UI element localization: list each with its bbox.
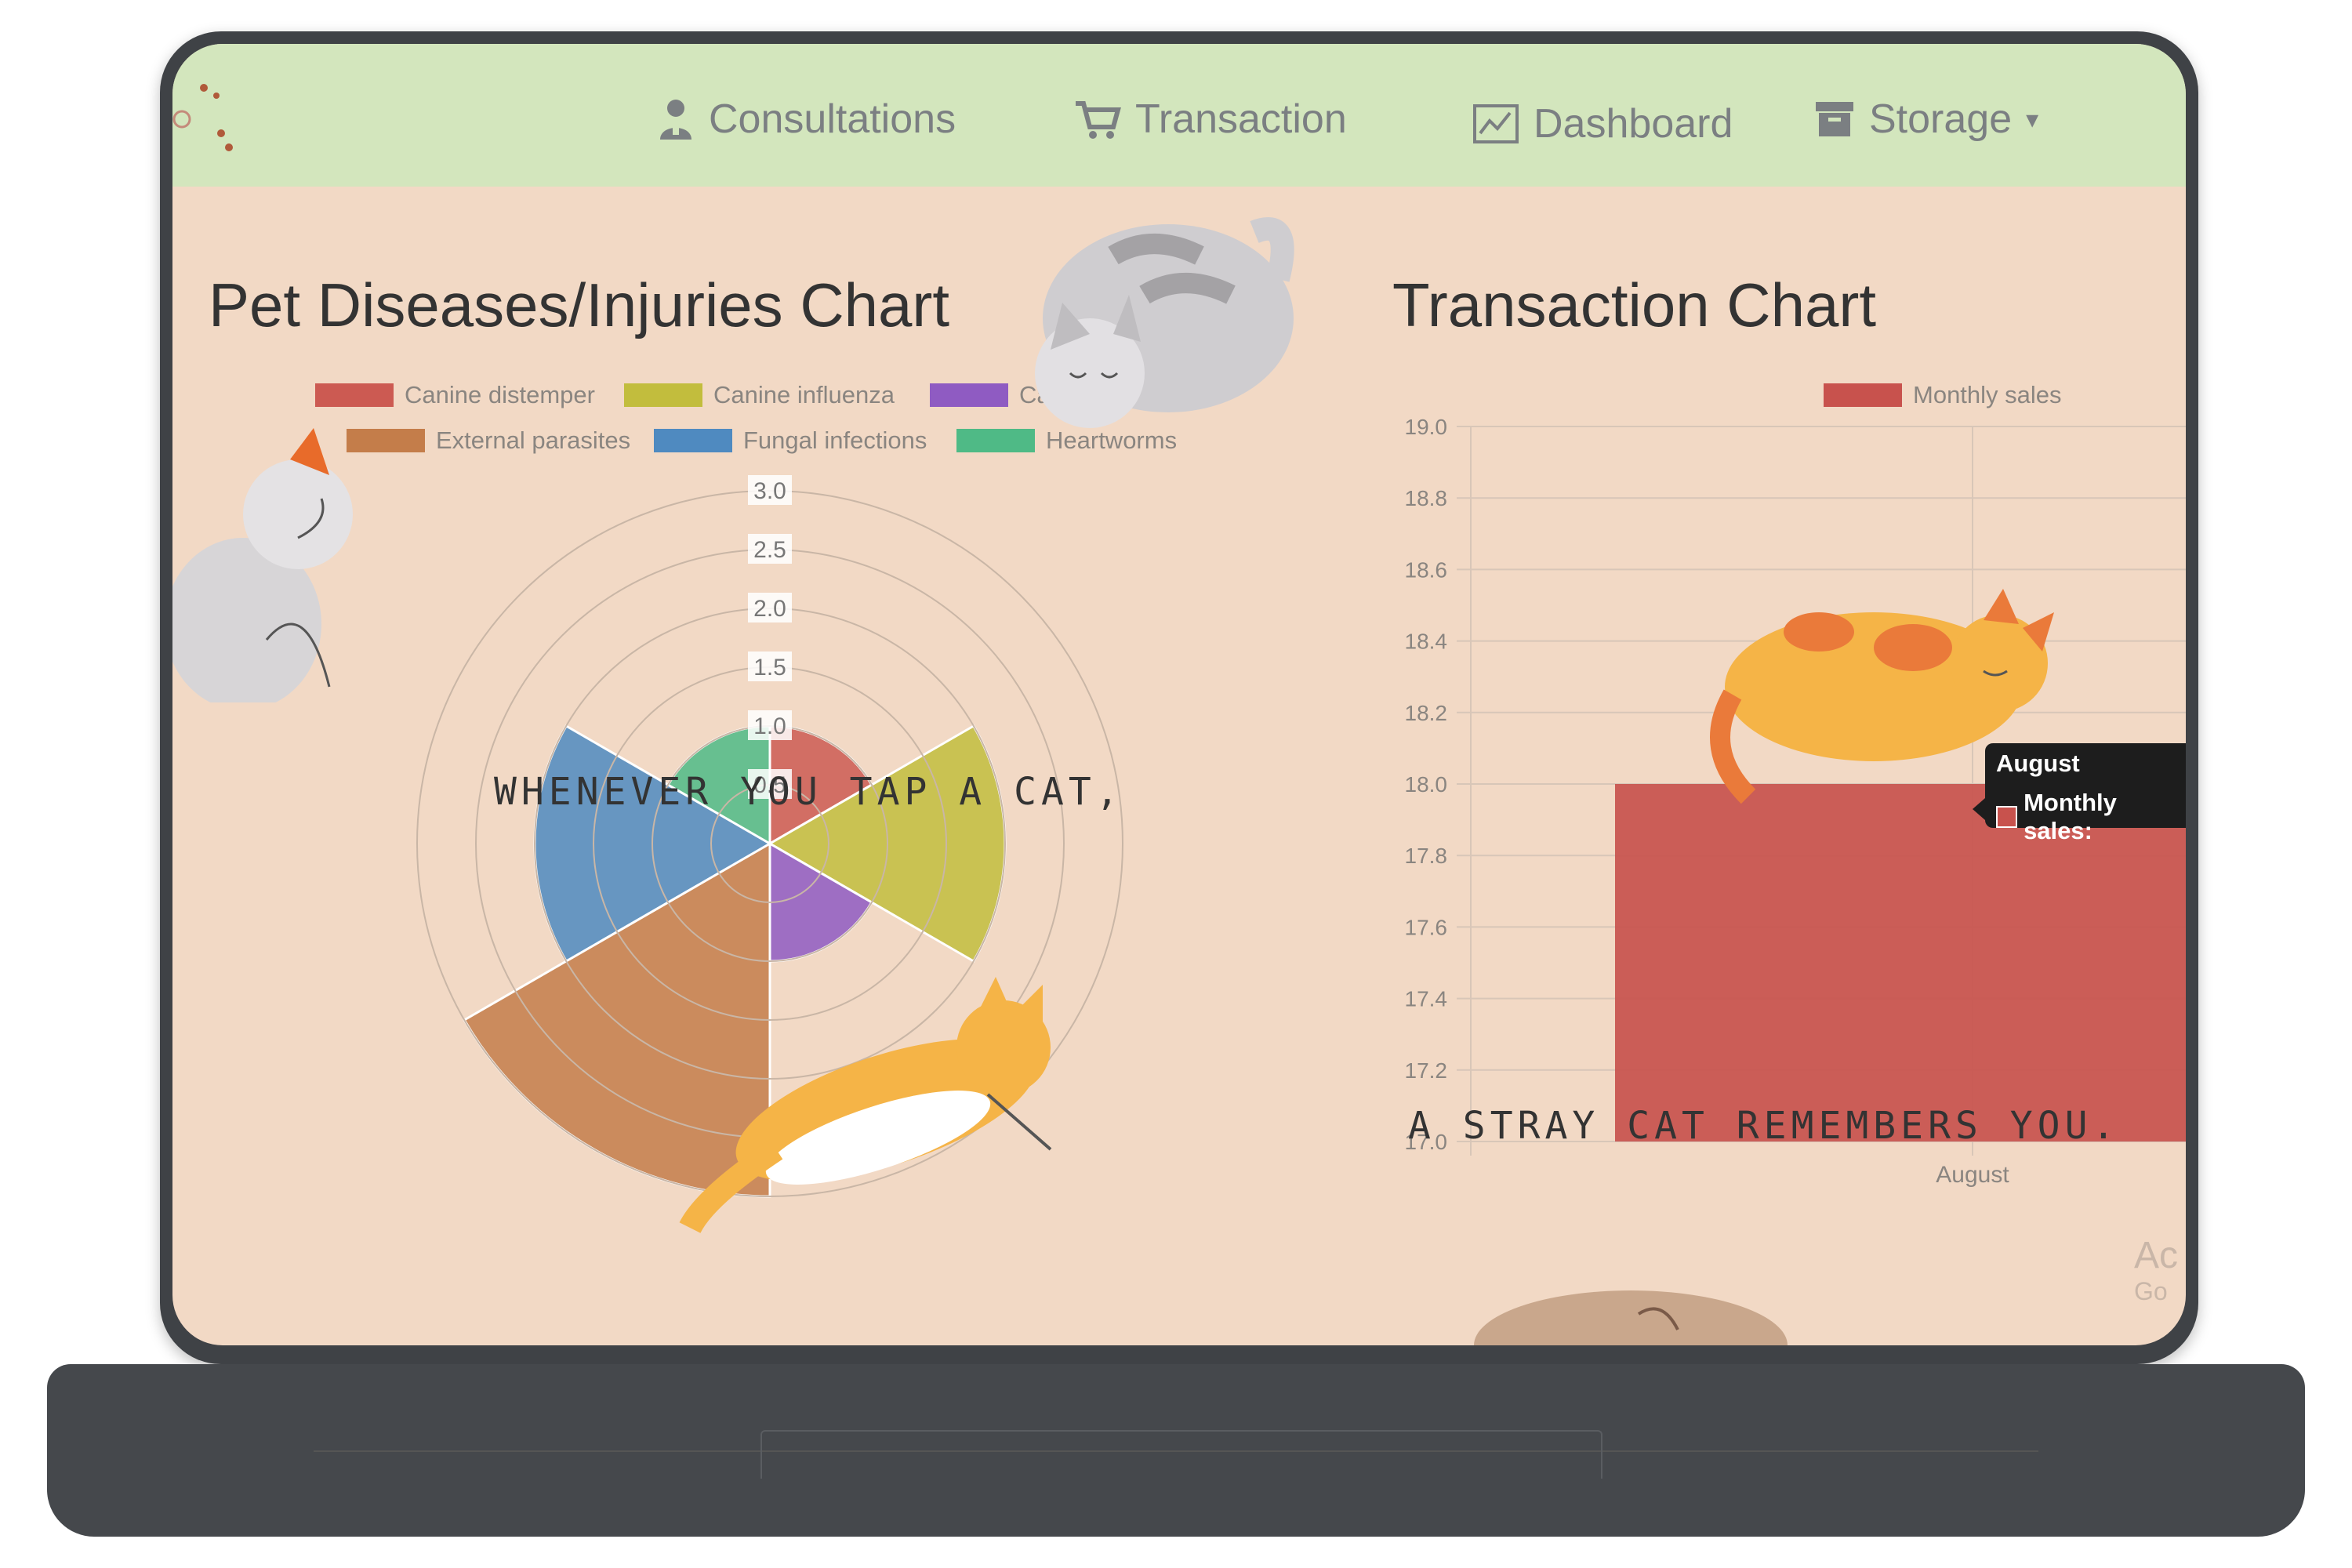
transaction-chart-title: Transaction Chart <box>1392 270 1877 339</box>
polar-tick-label-bg <box>748 710 792 740</box>
polar-tick-label: 3.0 <box>753 478 786 504</box>
watermark-line1: Ac <box>2133 1235 2178 1276</box>
bar-y-tick-label: 18.6 <box>1405 557 1448 582</box>
bar-y-tick-label: 17.0 <box>1405 1130 1448 1154</box>
polar-tick-label: 0.5 <box>753 772 786 798</box>
nav-consultations-label: Consultations <box>709 96 956 142</box>
bar-legend-swatch <box>1824 383 1902 407</box>
polar-tick-label-bg <box>748 593 792 622</box>
polar-legend-label: Fungal infections <box>743 426 927 454</box>
nav-dashboard[interactable]: Dashboard <box>1472 100 1733 147</box>
bar-y-tick-label: 19.0 <box>1405 415 1448 439</box>
nav-transaction-label: Transaction <box>1135 96 1347 142</box>
polar-tick-label: 2.5 <box>753 537 786 563</box>
nav-storage[interactable]: Storage ▾ <box>1814 96 2038 143</box>
watermark-line2: Go <box>2133 1277 2168 1305</box>
user-doctor-icon <box>660 100 691 140</box>
sleeping-orange-cat-illustration <box>1710 589 2054 804</box>
polar-tick-label-bg <box>748 475 792 505</box>
bar-y-tick-label: 18.4 <box>1405 630 1448 654</box>
polar-legend-swatch <box>654 429 732 452</box>
bar-y-tick-label: 17.4 <box>1405 987 1448 1011</box>
keyboard <box>314 1372 2038 1452</box>
polar-tick-label: 1.0 <box>753 713 786 739</box>
left-overlay-quote: WHENEVER YOU TAP A CAT, <box>494 770 1123 814</box>
pet-diseases-chart-title: Pet Diseases/Injuries Chart <box>209 270 950 339</box>
bar-tooltip: August Monthly sales: <box>1985 743 2186 844</box>
archive-icon <box>1816 102 1853 136</box>
polar-legend-item[interactable]: Canine influenza <box>624 381 895 409</box>
polar-tick-label: 2.0 <box>753 596 786 622</box>
polar-legend-item[interactable]: Heartworms <box>956 426 1177 455</box>
bar-legend-label: Monthly sales <box>1913 381 2062 408</box>
polar-area-chart: 3.0 2.5 2.0 1.5 1.0 0.5 <box>416 475 1123 1198</box>
polar-legend-swatch <box>956 429 1035 452</box>
nav-transaction[interactable]: Transaction <box>1074 96 1347 143</box>
paw-decoration-icon <box>172 84 233 151</box>
polar-legend-swatch <box>930 383 1008 407</box>
polar-tick-label-bg <box>748 769 792 799</box>
bar-monthly-sales-august[interactable] <box>1615 784 2186 1142</box>
polar-legend-label: Canine influenza <box>713 381 895 408</box>
polar-legend-label: External parasites <box>436 426 631 454</box>
chart-icon <box>1473 104 1519 143</box>
polar-legend-label: Heartworms <box>1046 426 1178 454</box>
sitting-cat-illustration <box>172 428 353 702</box>
bar-y-tick-label: 17.2 <box>1405 1058 1448 1083</box>
polar-legend-swatch <box>624 383 702 407</box>
polar-tick-label-bg <box>748 534 792 564</box>
bar-tooltip-body: Monthly sales: <box>2024 789 2117 844</box>
polar-legend-item[interactable]: Fungal infections <box>654 426 927 455</box>
dropdown-caret-icon: ▾ <box>2026 105 2039 133</box>
lying-gray-cat-illustration <box>1035 217 1294 428</box>
bar-x-tick-label: August <box>1936 1162 2009 1188</box>
bar-y-tick-label: 18.8 <box>1405 486 1448 510</box>
polar-tick-label: 1.5 <box>753 655 786 681</box>
bar-tooltip-swatch <box>1996 806 2018 828</box>
bar-y-tick-label: 17.6 <box>1405 915 1448 939</box>
bar-legend-item: Monthly sales <box>1824 381 2062 409</box>
navbar: Consultations Transaction Dashboard <box>172 44 2186 187</box>
nav-consultations[interactable]: Consultations <box>657 96 956 143</box>
cart-icon <box>1076 101 1121 139</box>
screen: Consultations Transaction Dashboard <box>172 44 2186 1345</box>
transaction-bar-chart: 19.0 18.8 18.6 18.4 18.2 18.0 17.8 17.6 17.4 17.2… <box>1405 415 2186 1188</box>
polar-legend-swatch <box>347 429 425 452</box>
stretching-orange-cat-illustration <box>679 977 1052 1234</box>
bar-y-tick-label: 17.8 <box>1405 844 1448 868</box>
bar-tooltip-arrow <box>1973 798 1985 820</box>
activate-windows-watermark: Ac Go <box>2134 1234 2178 1306</box>
polar-legend-swatch <box>315 383 394 407</box>
polar-tick-label-bg <box>748 652 792 681</box>
trackpad <box>760 1430 1602 1479</box>
bottom-cat-illustration <box>1474 1290 1788 1345</box>
right-overlay-quote: A STRAY CAT REMEMBERS YOU. <box>1408 1104 2120 1148</box>
bar-y-tick-label: 18.2 <box>1405 701 1448 725</box>
bar-tooltip-title: August <box>1996 750 2080 777</box>
polar-legend-item[interactable]: External parasites <box>347 426 630 455</box>
polar-legend-item[interactable]: Canine distemper <box>315 381 595 409</box>
bar-y-tick-label: 18.0 <box>1405 772 1448 797</box>
nav-dashboard-label: Dashboard <box>1534 101 1733 147</box>
bar-tooltip-body-row: Monthly sales: <box>1996 789 2186 845</box>
nav-storage-label: Storage <box>1869 96 2013 142</box>
polar-legend-label: Canine distemper <box>405 381 595 408</box>
